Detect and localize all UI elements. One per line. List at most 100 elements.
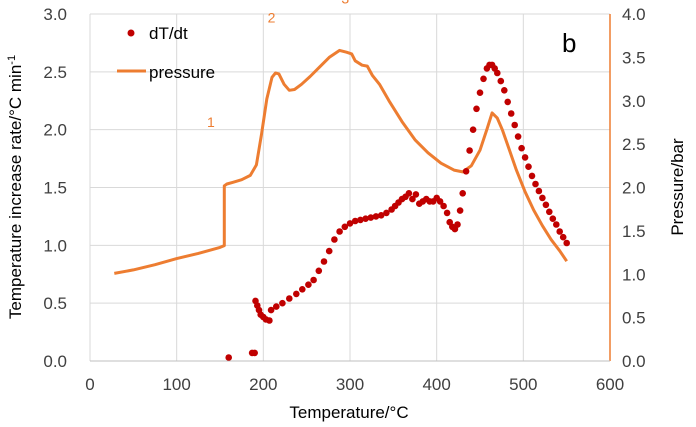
dtdt-series [225,61,570,361]
x-tick-label: 300 [336,375,364,394]
dtdt-point [549,215,557,222]
dtdt-point [440,202,447,210]
y-left-tick-label: 1.0 [43,236,67,255]
dtdt-point [556,228,563,235]
dtdt-point [279,299,286,307]
dtdt-point [273,303,280,310]
pressure-series [114,48,568,275]
dtdt-point [518,144,525,152]
y-left-tick-label: 0.5 [43,294,67,313]
legend-dtdt-marker [127,29,135,37]
y-right-tick-label: 3.5 [622,48,646,67]
y-right-tick-label: 4.0 [622,5,646,24]
pressure-line [114,48,568,275]
dtdt-point [299,286,306,293]
y-right-tick-label: 1.0 [622,265,646,284]
dtdt-point [528,172,536,180]
dtdt-point [405,190,413,197]
x-tick-label: 200 [249,375,277,394]
dtdt-point [504,98,512,106]
dtdt-point [514,133,522,140]
y-right-tick-label: 0.5 [622,309,646,328]
y-right-tick-label: 2.0 [622,179,646,198]
x-tick-label: 0 [85,375,94,394]
dtdt-point [532,180,539,188]
y-left-tick-label: 3.0 [43,5,67,24]
dtdt-point [346,220,354,227]
dtdt-point [331,236,338,243]
dtdt-point [511,121,518,129]
y-axis-left-title: Temperature increase rate/°C min-1 [6,55,25,319]
dtdt-point [315,267,323,275]
dtdt-point [497,77,505,85]
dtdt-point [563,239,570,247]
x-axis: 0 100 200 300 400 500 600 [85,360,624,394]
dtdt-point [454,221,461,228]
dtdt-point [409,195,416,203]
dtdt-point [336,228,343,235]
dtdt-point [494,69,501,77]
y-axis-left-title-sup: -1 [6,55,18,65]
y-axis-right-title: Pressure/bar [668,138,687,236]
annotation-label: 3 [341,0,349,7]
dtdt-point [412,191,420,198]
legend: dT/dt pressure [117,24,215,82]
dtdt-point [443,209,451,217]
x-tick-label: 400 [422,375,450,394]
dtdt-point [521,154,529,161]
dtdt-point [535,187,543,195]
dtdt-point [377,212,385,219]
right-axis: 0.0 0.5 1.0 1.5 2.0 2.5 3.0 3.5 4.0 [609,5,646,371]
dtdt-point [507,110,515,117]
left-axis: 0.0 0.5 1.0 1.5 2.0 2.5 3.0 [43,5,67,371]
dtdt-point [320,258,328,265]
legend-dtdt-label: dT/dt [149,24,188,43]
dtdt-point [266,317,273,324]
panel-label: b [562,28,576,58]
dtdt-point [362,215,369,222]
dtdt-point [469,126,477,133]
y-right-tick-label: 0.0 [622,352,646,371]
annotations: 1 2 3 [207,0,349,130]
annotation-label: 2 [268,10,276,26]
x-tick-label: 100 [162,375,190,394]
dtdt-point [466,147,473,154]
y-axis-left-title-main: Temperature increase rate/°C min [6,65,25,319]
dtdt-point [459,190,467,197]
y-left-tick-label: 1.5 [43,179,67,198]
dtdt-point [325,247,333,255]
dtdt-point [456,207,464,214]
dtdt-point [367,214,375,221]
dtdt-point [341,223,349,231]
legend-pressure-label: pressure [149,63,215,82]
dtdt-point [436,198,444,205]
dtdt-point [286,295,293,302]
dtdt-point [267,306,275,314]
dtdt-point [357,216,364,224]
x-axis-title: Temperature/°C [289,403,408,422]
dtdt-point [225,354,232,361]
dtdt-point [525,163,532,170]
dtdt-point [383,209,390,217]
x-tick-label: 600 [596,375,624,394]
dtdt-point [305,281,312,289]
x-tick-label: 500 [509,375,537,394]
dtdt-point [462,168,470,175]
dtdt-point [310,276,317,284]
dtdt-point [351,217,359,225]
dtdt-point [539,194,546,202]
y-left-tick-label: 0.0 [43,352,67,371]
dtdt-point [473,105,480,113]
y-right-tick-label: 1.5 [622,222,646,241]
dtdt-point [559,233,567,241]
y-left-tick-label: 2.5 [43,63,67,82]
y-left-tick-label: 2.0 [43,121,67,140]
dtdt-point [372,213,380,220]
y-right-tick-label: 2.5 [622,135,646,154]
dtdt-point [293,290,300,298]
annotation-label: 1 [207,114,215,130]
dtdt-point [476,89,484,96]
dtdt-point [480,75,487,83]
dtdt-point [542,201,550,209]
